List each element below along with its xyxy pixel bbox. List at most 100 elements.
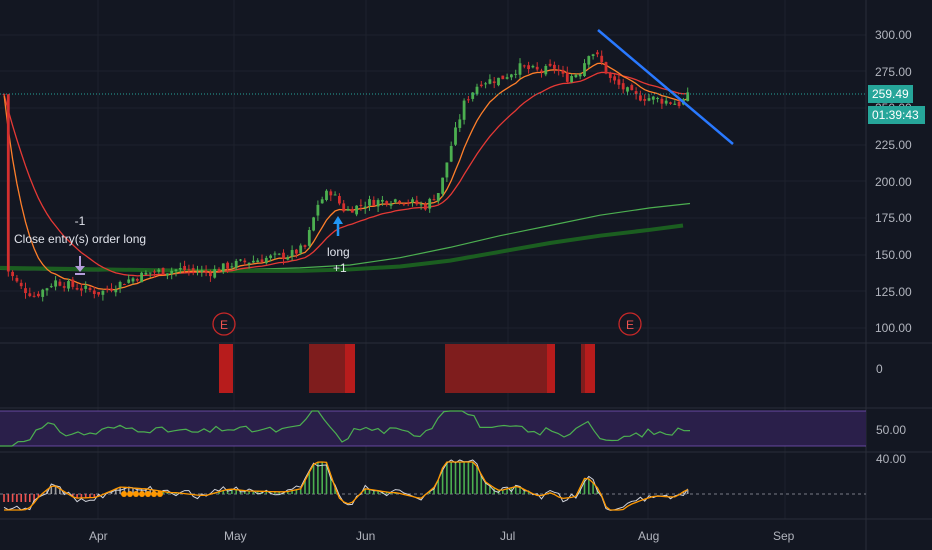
osc-bar [20,494,22,502]
osc-bar [80,494,83,498]
candle [462,98,466,125]
candle [157,267,161,274]
candle [256,258,260,263]
candle [170,267,174,280]
candle [295,248,298,258]
osc-bar [471,462,474,494]
osc-bar [54,486,57,494]
candle [269,254,272,262]
candle [497,77,500,87]
osc-bar [446,462,448,494]
candle [454,121,457,147]
close-entry-label: Close entry(s) order long [14,232,146,246]
candle [441,177,444,197]
trendline[interactable] [597,29,734,145]
osc-bar [484,481,487,494]
osc-bar [145,488,147,494]
earnings-marker-2[interactable]: E [618,312,642,336]
rsi-band [0,411,866,446]
candle [252,255,255,264]
earnings-marker-1[interactable]: E [212,312,236,336]
candle [80,283,83,297]
candle [372,196,376,207]
candle [239,258,242,262]
candle [41,288,45,302]
time-axis[interactable]: Apr May Jun Jul Aug Sep [89,529,795,543]
candle [277,253,281,256]
osc-bar [244,490,246,494]
candle [535,62,539,72]
candle [617,74,621,90]
candle [381,195,384,206]
candle [415,195,419,206]
candle [75,283,79,291]
osc-bar [476,466,478,494]
candle [411,197,414,207]
price-tick: 100.00 [875,321,912,335]
osc-bar [115,488,117,494]
price-tick: 275.00 [875,65,912,79]
candle [282,249,285,265]
candle [196,265,199,276]
candle [428,197,432,213]
osc-bar [218,491,220,494]
price-axis[interactable]: 300.00 275.00 250.00 225.00 200.00 175.0… [875,28,912,335]
ema-fast-line [3,62,688,291]
candle [325,189,328,202]
osc-bar [59,488,61,494]
candle [604,61,608,75]
earnings-marker-label: E [220,318,228,332]
osc-dots [121,491,163,497]
osc-bar [29,494,31,502]
candle [578,72,582,80]
candle [299,243,303,256]
osc-bar [480,474,483,494]
osc-bar [3,494,5,502]
candle [286,255,290,261]
osc-bar [37,494,40,498]
candle [101,290,105,301]
earnings-bar [345,344,355,393]
sma-long-thick-line [0,223,684,273]
candle [350,206,354,213]
candle [402,202,406,207]
candle [166,273,169,280]
candle [505,73,509,80]
osc-main-line [4,461,688,511]
osc-bar [373,490,375,494]
candle [479,80,483,88]
osc-bar [278,491,280,494]
candle [97,291,100,297]
candle [385,200,389,207]
earnings-pane [219,344,595,393]
candle [664,96,668,106]
price-tick: 175.00 [875,211,912,225]
time-label: Jul [500,529,515,543]
candle [153,269,156,278]
price-tick: 225.00 [875,138,912,152]
osc-bar [334,487,336,494]
osc-bar [46,489,48,494]
osc-bar [325,462,328,494]
candle [376,198,380,212]
candles [2,49,690,302]
osc-bar [222,490,225,494]
candle [62,282,66,292]
current-price-badge: 259.49 01:39:43 [868,85,925,124]
osc-bar [428,491,431,494]
candle [570,73,573,83]
candle [656,96,659,103]
countdown-timer: 01:39:43 [872,108,919,122]
osc-bar [502,490,504,494]
candle [419,201,423,210]
candle [234,258,238,271]
candle [71,276,75,290]
candle [608,71,612,83]
osc-bar [269,491,272,494]
time-label: May [224,529,247,543]
candle [501,75,505,80]
candle [355,205,358,217]
candle [359,199,363,211]
